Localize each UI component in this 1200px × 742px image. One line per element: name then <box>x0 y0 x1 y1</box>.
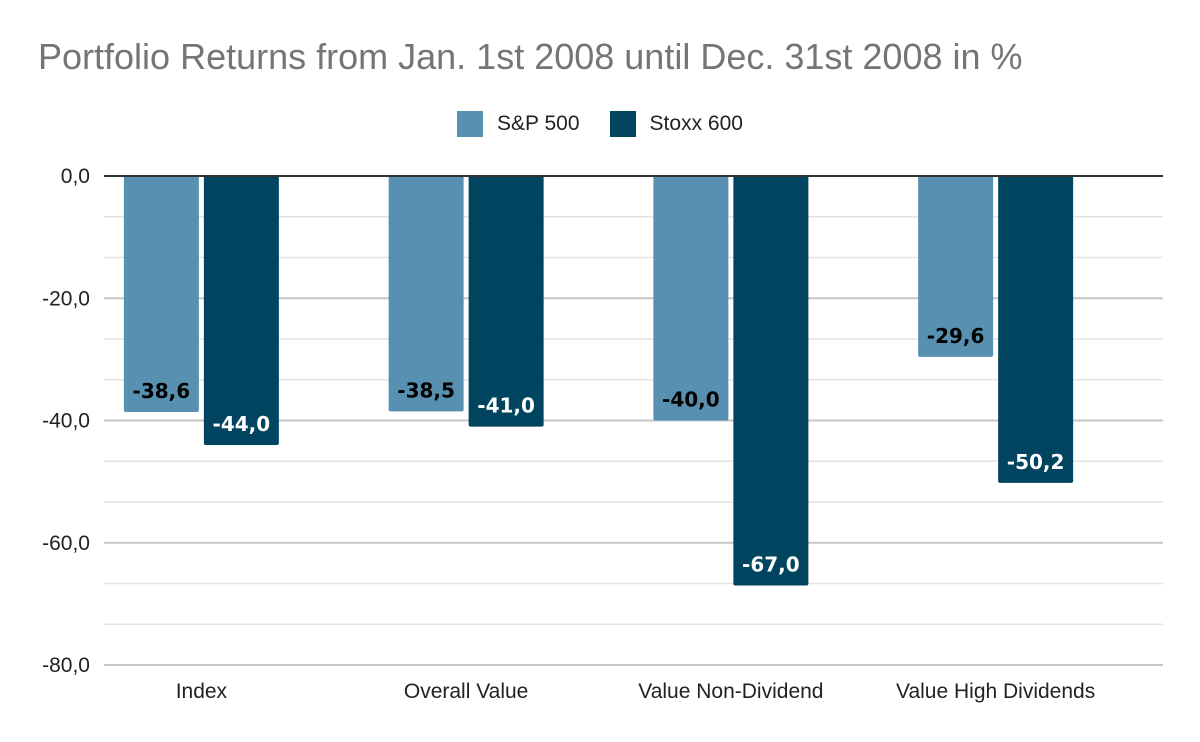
data-label: -29,6 <box>927 324 985 348</box>
legend-swatch-stoxx600 <box>609 111 636 137</box>
legend-label-stoxx600: Stoxx 600 <box>649 112 743 135</box>
data-label: -67,0 <box>742 553 800 577</box>
data-label: -38,5 <box>397 378 455 402</box>
data-label: -50,2 <box>1007 450 1065 474</box>
legend-item-stoxx600[interactable]: Stoxx 600 <box>609 111 743 137</box>
y-tick-label: -40,0 <box>42 410 90 433</box>
y-tick-label: -20,0 <box>42 287 90 310</box>
bar-stoxx600-0[interactable] <box>203 176 279 445</box>
bar-stoxx600-1[interactable] <box>468 176 544 427</box>
bar-sp500-3[interactable] <box>918 176 994 357</box>
labels-layer: 0,0 -20,0 -40,0 -60,0 -80,0 -38,6 -44,0 Index -3… <box>42 165 1163 703</box>
data-label: -44,0 <box>213 412 271 436</box>
bar-stoxx600-3[interactable] <box>998 176 1074 483</box>
y-tick-label: -60,0 <box>42 532 90 555</box>
x-tick-label: Overall Value <box>404 680 529 703</box>
bar-sp500-1[interactable] <box>388 176 464 412</box>
chart-title: Portfolio Returns from Jan. 1st 2008 unt… <box>38 36 1023 77</box>
data-label: -40,0 <box>662 388 720 412</box>
x-tick-label: Value Non-Dividend <box>638 680 823 703</box>
y-tick-label: -80,0 <box>42 654 90 677</box>
legend: S&P 500 Stoxx 600 <box>0 111 1200 137</box>
x-tick-label: Value High Dividends <box>896 680 1095 703</box>
legend-item-sp500[interactable]: S&P 500 <box>457 111 580 137</box>
data-label: -38,6 <box>133 379 191 403</box>
legend-label-sp500: S&P 500 <box>497 112 580 135</box>
x-tick-label: Index <box>176 680 228 703</box>
bar-sp500-0[interactable] <box>123 176 199 412</box>
bars-layer <box>123 176 1074 586</box>
legend-swatch-sp500 <box>457 111 484 137</box>
y-tick-label: 0,0 <box>61 165 90 188</box>
bar-sp500-2[interactable] <box>653 176 729 421</box>
bar-stoxx600-2[interactable] <box>733 176 809 586</box>
data-label: -41,0 <box>477 394 535 418</box>
